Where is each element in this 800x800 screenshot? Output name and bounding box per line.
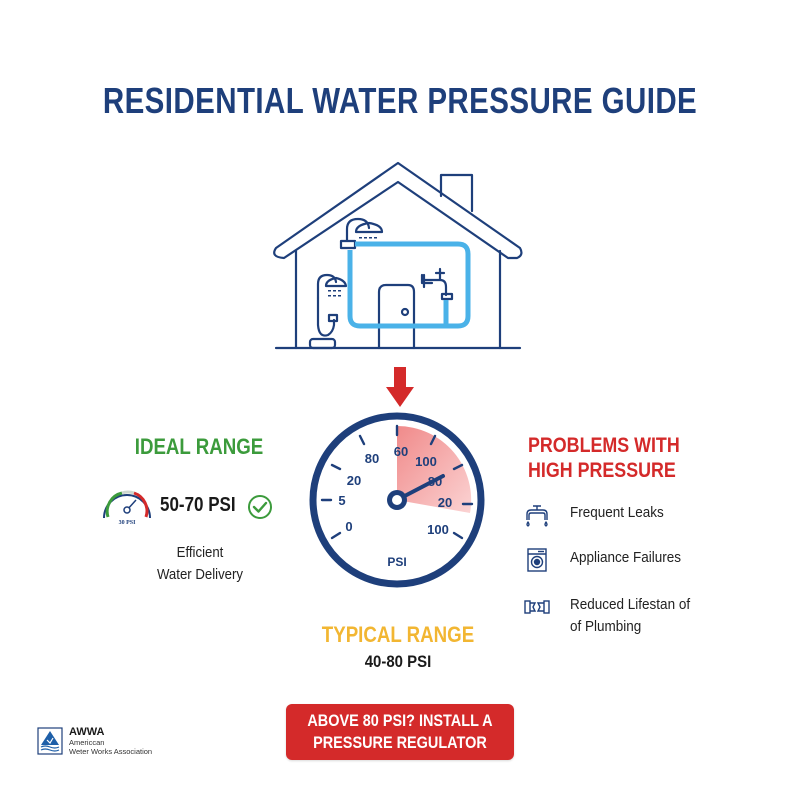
house-icon [273, 161, 523, 350]
logo-line-2: Weter Works Association [69, 747, 153, 756]
description-line-1: Efficient [176, 544, 224, 561]
problems-title-line-1: PROBLEMS WITH [528, 434, 680, 457]
problems-title-line-2: HIGH PRESSURE [528, 459, 676, 482]
svg-text:30 PSI: 30 PSI [119, 520, 137, 526]
awwa-logo: AWWA Americcan Weter Works Association [37, 726, 152, 756]
check-circle-icon [248, 495, 272, 519]
problem-item-plumbing: Reduced Lifestan of of Plumbing [524, 594, 703, 638]
typical-range-title: TYPICAL RANGE [321, 622, 475, 647]
ideal-range-description: Efficient Water Delivery [130, 542, 271, 586]
svg-text:80: 80 [365, 451, 379, 466]
callout-line-1: ABOVE 80 PSI? INSTALL A [307, 711, 493, 730]
problem-label: Reduced Lifestan of of Plumbing [570, 594, 690, 638]
pressure-gauge: 60 80 20 5 0 100 80 20 100 PSI [309, 412, 485, 588]
pipe-icon [524, 600, 550, 614]
down-arrow-icon [386, 367, 414, 407]
problems-title: PROBLEMS WITH HIGH PRESSURE [528, 433, 680, 483]
callout-text: ABOVE 80 PSI? INSTALL A PRESSURE REGULAT… [307, 710, 492, 754]
ideal-range-title: IDEAL RANGE [134, 434, 264, 459]
ideal-range-value: 50-70 PSI [160, 494, 236, 516]
description-line-2: Water Delivery [156, 566, 244, 583]
logo-text: AWWA Americcan Weter Works Association [69, 726, 152, 756]
callout-line-2: PRESSURE REGULATOR [313, 733, 487, 752]
svg-text:100: 100 [427, 522, 449, 537]
problem-label: Appliance Failures [570, 549, 682, 566]
problem-item-leaks: Frequent Leaks [524, 502, 674, 528]
problem-label: Frequent Leaks [570, 504, 664, 521]
regulator-callout-banner: ABOVE 80 PSI? INSTALL A PRESSURE REGULAT… [286, 704, 514, 760]
page-title: RESIDENTIAL WATER PRESSURE GUIDE [102, 80, 698, 121]
svg-text:PSI: PSI [387, 555, 406, 569]
logo-line-1: Americcan [69, 738, 105, 747]
problem-item-appliances: Appliance Failures [524, 547, 693, 573]
svg-text:20: 20 [347, 473, 361, 488]
typical-range-value: 40-80 PSI [364, 652, 432, 671]
svg-text:100: 100 [415, 454, 437, 469]
washing-machine-icon [527, 548, 547, 572]
mini-gauge-icon: 30 PSI [98, 480, 156, 533]
svg-text:5: 5 [338, 493, 345, 508]
awwa-logo-icon [37, 727, 63, 755]
svg-text:60: 60 [394, 444, 408, 459]
svg-text:20: 20 [438, 495, 452, 510]
svg-text:0: 0 [345, 519, 352, 534]
leaking-faucet-icon [526, 505, 548, 527]
logo-abbr: AWWA [69, 726, 105, 738]
problem-label-line-1: Reduced Lifestan of [570, 596, 691, 613]
problem-label-line-2: of Plumbing [570, 618, 642, 635]
